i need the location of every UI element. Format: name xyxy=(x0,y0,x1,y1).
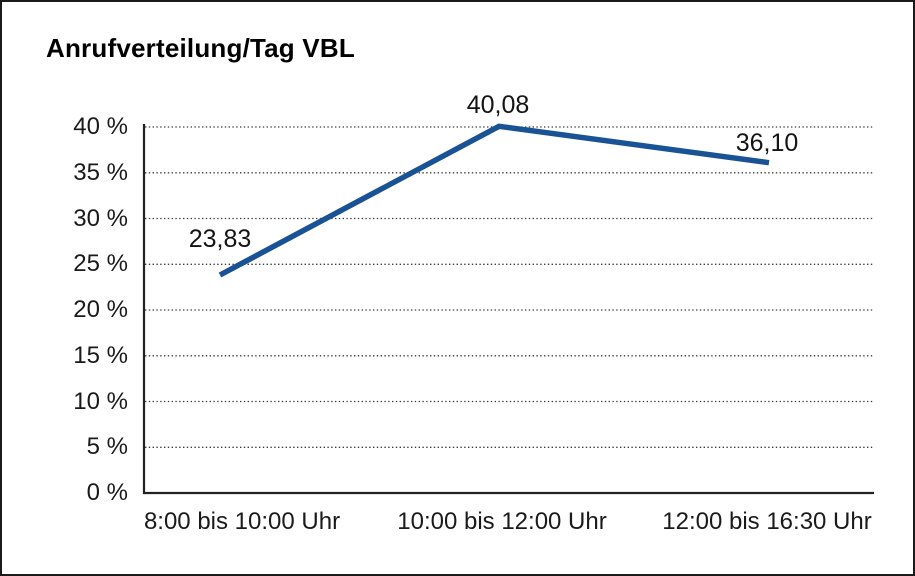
ytick-0: 0 % xyxy=(86,479,128,506)
ytick-20: 20 % xyxy=(73,296,128,323)
value-label-1: 23,83 xyxy=(188,225,252,253)
ytick-25: 25 % xyxy=(73,250,128,278)
ytick-15: 15 % xyxy=(73,341,128,369)
ytick-40: 40 % xyxy=(73,113,128,140)
ytick-35: 35 % xyxy=(73,159,128,186)
xtick-morning: 8:00 bis 10:00 Uhr xyxy=(143,508,341,535)
xtick-afternoon: 12:00 bis 16:30 Uhr xyxy=(662,508,872,535)
value-label-3: 36,10 xyxy=(735,129,799,157)
ytick-5: 5 % xyxy=(86,433,128,461)
chart-title: Anrufverteilung/Tag VBL xyxy=(46,33,355,63)
data-line xyxy=(218,123,770,278)
ytick-30: 30 % xyxy=(73,204,128,232)
xtick-midday: 10:00 bis 12:00 Uhr xyxy=(397,508,607,535)
value-label-2: 40,08 xyxy=(466,91,530,119)
gridlines xyxy=(145,126,874,448)
ytick-10: 10 % xyxy=(73,387,128,415)
